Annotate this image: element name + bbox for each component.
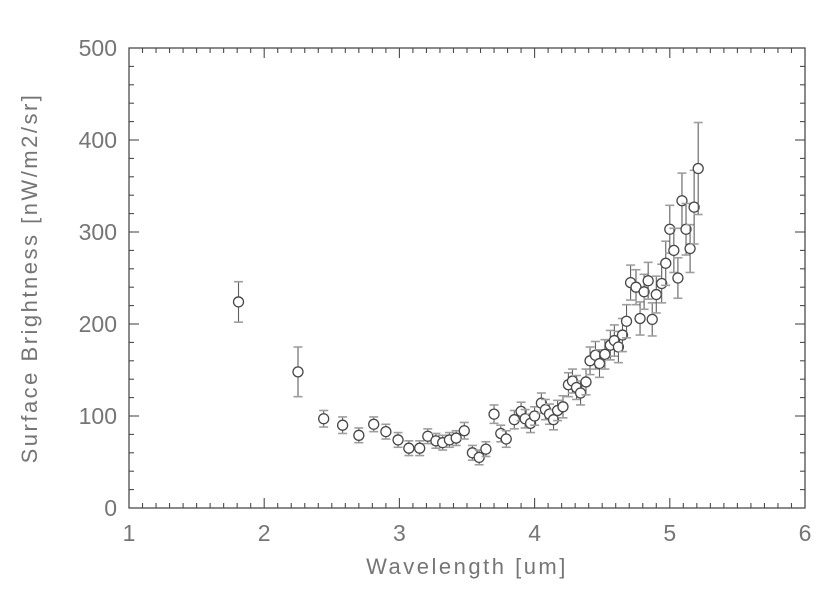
data-point xyxy=(574,387,587,399)
x-axis-title: Wavelength [um] xyxy=(366,554,568,579)
x-tick-label: 1 xyxy=(123,520,136,546)
data-point xyxy=(688,201,700,213)
y-tick-label: 200 xyxy=(79,311,117,337)
plot-layer: 1 2 3 4 5 6 0 100 200 300 400 500 xyxy=(79,35,812,546)
data-point xyxy=(680,223,692,235)
data-point xyxy=(664,223,676,235)
data-point xyxy=(473,451,485,464)
data-point xyxy=(488,408,500,420)
data-point xyxy=(660,257,672,269)
y-tick-label: 0 xyxy=(104,495,117,521)
data-point xyxy=(668,244,680,257)
data-point xyxy=(634,312,646,325)
data-point xyxy=(500,433,512,445)
y-tick-label: 400 xyxy=(79,127,117,153)
data-point xyxy=(368,418,380,430)
data-point xyxy=(638,286,650,298)
y-tick-label: 100 xyxy=(79,403,117,429)
data-point xyxy=(232,296,245,308)
x-tick-label: 5 xyxy=(663,520,676,546)
data-point xyxy=(450,432,462,444)
data-point xyxy=(353,429,365,441)
x-tick-label: 6 xyxy=(799,520,812,546)
data-point xyxy=(646,313,658,326)
data-point xyxy=(380,425,392,438)
y-tick-label: 300 xyxy=(79,219,117,245)
data-point xyxy=(292,366,304,378)
data-point xyxy=(692,162,704,175)
data-point xyxy=(508,414,520,426)
data-point xyxy=(650,288,662,301)
x-tick-label: 4 xyxy=(528,520,541,546)
data-point xyxy=(656,277,668,290)
data-point xyxy=(580,376,592,388)
data-point xyxy=(642,275,654,287)
data-point xyxy=(336,419,349,431)
data-point xyxy=(672,272,684,284)
y-axis-title: Surface Brightness [nW/m2/sr] xyxy=(17,93,42,464)
data-point xyxy=(414,442,426,454)
data-point xyxy=(318,413,330,425)
data-point xyxy=(620,315,633,327)
data-point xyxy=(547,414,560,426)
x-tick-label: 2 xyxy=(258,520,271,546)
data-point xyxy=(458,425,470,437)
data-point xyxy=(593,357,606,370)
data-point xyxy=(480,443,492,455)
x-tick-label: 3 xyxy=(393,520,406,546)
data-point xyxy=(557,401,569,413)
y-tick-label: 500 xyxy=(79,35,117,61)
data-point xyxy=(599,348,611,361)
data-point xyxy=(684,242,696,255)
data-point xyxy=(392,434,404,446)
data-point xyxy=(612,341,625,353)
data-point xyxy=(403,442,415,454)
